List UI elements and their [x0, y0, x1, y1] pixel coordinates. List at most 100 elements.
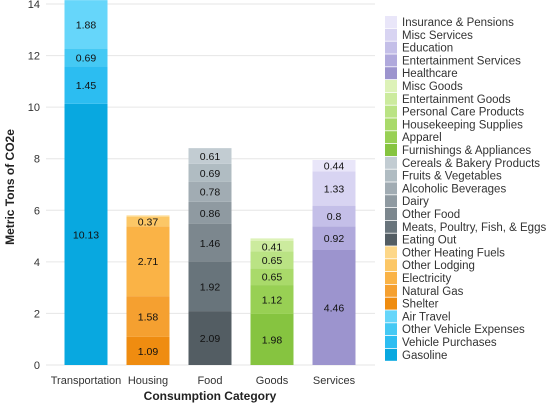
legend-swatch	[385, 272, 397, 284]
y-tick-label: 14	[28, 0, 40, 11]
bar-segment	[64, 103, 108, 365]
y-tick-label: 4	[34, 257, 40, 269]
bar-data-label: 0.65	[262, 272, 283, 284]
bar-segment	[188, 163, 232, 182]
bar-data-label: 0.65	[262, 255, 283, 267]
bar-data-label: 1.92	[200, 281, 221, 293]
bar-data-label: 0.41	[262, 241, 283, 253]
bar-data-label: 0.8	[327, 211, 342, 223]
legend-swatch	[385, 233, 397, 246]
legend-label: Shelter	[402, 299, 439, 311]
legend-label: Insurance & Pensions	[402, 17, 514, 29]
legend-label: Misc Goods	[402, 81, 463, 93]
x-axis-title: Consumption Category	[144, 389, 277, 403]
legend-label: Furnishings & Appliances	[402, 145, 531, 157]
bar-data-label: 0.44	[324, 161, 345, 173]
legend-label: Cereals & Bakery Products	[402, 158, 540, 170]
legend-swatch	[385, 105, 397, 118]
legend-swatch	[385, 284, 397, 297]
bar-segment	[126, 336, 170, 365]
bar-data-label: 1.09	[138, 346, 159, 358]
bar-segment	[250, 313, 294, 365]
legend-label: Healthcare	[402, 68, 458, 80]
bar-data-label: 0.61	[200, 151, 221, 163]
legend-swatch	[385, 195, 397, 208]
legend-label: Education	[402, 43, 453, 55]
legend-label: Other Vehicle Expenses	[402, 324, 525, 336]
legend-label: Vehicle Purchases	[402, 337, 497, 349]
bar-segment	[312, 205, 356, 227]
legend-swatch	[385, 348, 397, 361]
legend-swatch	[385, 118, 397, 131]
bar-segment	[126, 296, 170, 337]
bar-segment	[188, 311, 232, 365]
bar-data-label: 1.12	[262, 295, 283, 307]
bar-segment	[250, 251, 294, 269]
y-axis-ticks: 0 2 4 6 8 10 12 14	[28, 0, 40, 372]
bar-segment	[126, 216, 170, 227]
bar-data-label: 2.71	[138, 256, 159, 268]
bar-segment	[312, 226, 356, 250]
legend-label: Dairy	[402, 196, 429, 208]
legend-swatch	[385, 208, 397, 220]
bar-data-label: 1.88	[76, 19, 97, 31]
x-axis-ticks: Transportation Housing Food Goods Services	[51, 375, 356, 387]
legend-label: Natural Gas	[402, 286, 464, 298]
bar-data-label: 0.92	[324, 233, 345, 245]
bar-segment	[126, 215, 170, 217]
bar-data-label: 1.45	[76, 80, 97, 92]
legend-swatch	[385, 297, 397, 310]
bar-data-label: 2.09	[200, 333, 221, 345]
bar-segment	[312, 249, 356, 365]
legend-label: Apparel	[402, 132, 442, 144]
y-tick-label: 0	[34, 360, 40, 372]
legend-label: Entertainment Services	[402, 55, 521, 67]
bars: 10.13 1.45 0.69 1.88 1.09 1.58 2.71 0.37 2.09 1.9…	[64, 0, 356, 365]
legend-label: Alcoholic Beverages	[402, 183, 506, 195]
y-tick-label: 8	[34, 154, 40, 166]
legend-swatch	[385, 182, 397, 195]
bar-segment	[250, 238, 294, 241]
bar-segment	[188, 261, 232, 312]
bar-segment	[64, 0, 108, 49]
legend-swatch	[385, 92, 397, 105]
bar-data-label: 10.13	[73, 229, 99, 241]
y-tick-label: 6	[34, 205, 40, 217]
legend-swatch	[385, 310, 397, 323]
legend-label: Fruits & Vegetables	[402, 171, 502, 183]
legend-label: Other Lodging	[402, 260, 475, 272]
legend-swatch	[385, 246, 397, 259]
bar-data-label: 1.33	[324, 183, 345, 195]
bar-segment	[64, 48, 108, 67]
bar-segment	[188, 148, 232, 164]
bar-data-label: 1.46	[200, 238, 221, 250]
legend-swatch	[385, 54, 397, 67]
legend-swatch	[385, 144, 397, 156]
legend-label: Entertainment Goods	[402, 94, 511, 106]
legend-label: Air Travel	[402, 311, 451, 323]
bar-data-label: 0.78	[200, 187, 221, 199]
bar-data-label: 4.46	[324, 302, 345, 314]
legend-swatch	[385, 336, 397, 348]
legend-swatch	[385, 259, 397, 272]
bar-data-label: 0.86	[200, 208, 221, 220]
legend-label: Eating Out	[402, 235, 457, 247]
bar-data-label: 0.69	[200, 168, 221, 180]
bar-segment	[312, 171, 356, 206]
bar-segment	[64, 66, 108, 104]
legend-label: Gasoline	[402, 350, 447, 362]
x-tick-label: Food	[197, 375, 222, 387]
bar-segment	[126, 226, 170, 297]
bar-segment	[250, 285, 294, 314]
bar-data-label: 0.37	[138, 217, 159, 229]
bar-data-label: 1.98	[262, 334, 283, 346]
bar-segment	[250, 268, 294, 286]
legend-label: Other Food	[402, 209, 460, 221]
bar-data-label: 1.58	[138, 312, 159, 324]
x-tick-label: Services	[313, 375, 356, 387]
y-axis-title: Metric Tons of CO2e	[3, 129, 17, 245]
legend-swatch	[385, 323, 397, 336]
legend-label: Misc Services	[402, 30, 473, 42]
legend-swatch	[385, 220, 397, 233]
